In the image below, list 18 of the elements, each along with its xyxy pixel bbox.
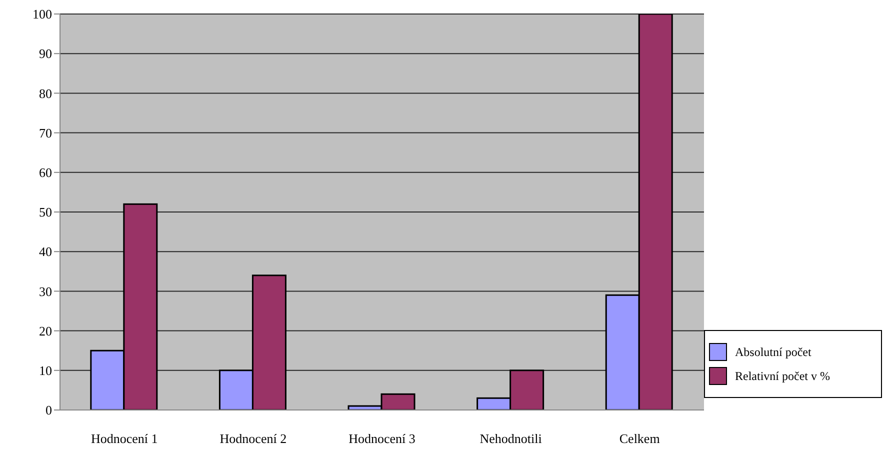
y-tick-label: 70 (39, 125, 52, 140)
y-tick-label: 0 (46, 402, 52, 418)
x-tick-label: Celkem (619, 431, 660, 446)
y-tick-label: 90 (39, 46, 52, 62)
x-tick-label: Hodnocení 2 (220, 431, 287, 446)
x-tick-label: Hodnocení 3 (348, 431, 416, 446)
y-tick-label: 80 (39, 86, 52, 101)
x-tick-label: Nehodnotili (480, 431, 542, 446)
y-tick-label: 30 (39, 284, 52, 299)
x-tick-label: Hodnocení 1 (91, 431, 158, 446)
y-tick-label: 20 (39, 323, 52, 338)
y-tick-label: 10 (39, 363, 52, 378)
y-tick-label: 60 (39, 165, 52, 180)
y-tick-label: 40 (39, 244, 52, 260)
legend-label: Relativní počet v % (734, 368, 831, 384)
y-tick-label: 50 (39, 204, 52, 220)
legend-label: Absolutní počet (734, 344, 812, 360)
y-tick-label: 100 (32, 6, 52, 22)
